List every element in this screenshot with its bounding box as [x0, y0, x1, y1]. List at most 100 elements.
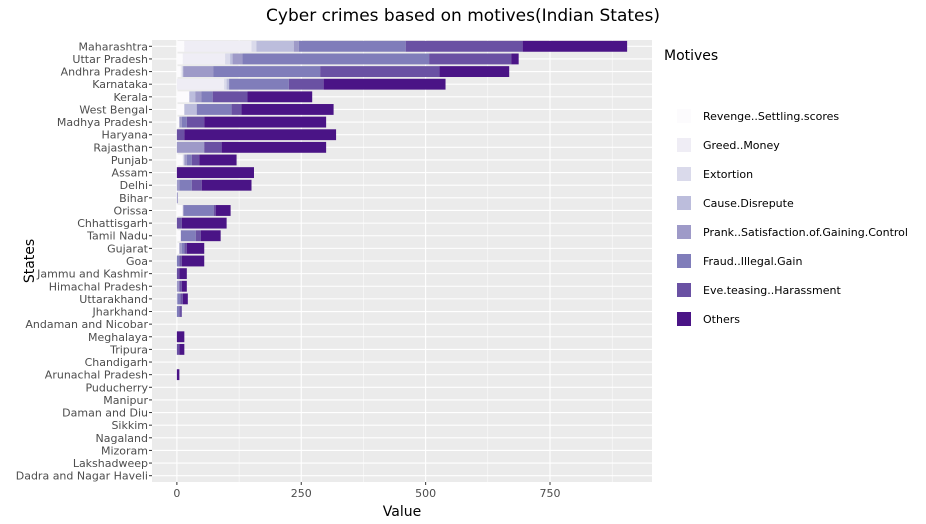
- bar-segment: [227, 79, 229, 90]
- bar-segment: [177, 205, 183, 216]
- bar-segment: [182, 66, 183, 77]
- bar-segment: [182, 117, 187, 128]
- y-tick-label: Daman and Diu: [62, 407, 148, 420]
- y-tick-label: Uttar Pradesh: [72, 53, 148, 66]
- bar-segment: [192, 155, 199, 166]
- bar-segment: [324, 79, 446, 90]
- bar-segment: [229, 79, 289, 90]
- legend-swatch: [677, 138, 691, 152]
- bar-segment: [299, 41, 406, 52]
- x-tick-label: 250: [291, 487, 312, 500]
- bar-segment: [184, 155, 186, 166]
- legend-swatch: [677, 109, 691, 123]
- bar-segment: [180, 293, 182, 304]
- y-tick-label: Karnataka: [92, 78, 148, 91]
- y-tick-label: Delhi: [120, 179, 148, 192]
- y-tick-label: Jammu and Kashmir: [36, 268, 148, 281]
- bar-segment: [177, 230, 181, 241]
- y-tick-label: Punjab: [111, 154, 148, 167]
- bar-segment: [429, 54, 511, 65]
- bar-segment: [182, 256, 204, 267]
- legend-swatch: [677, 196, 691, 210]
- bar-segment: [183, 205, 184, 216]
- legend-label: Others: [703, 313, 740, 326]
- bar-segment: [187, 243, 204, 254]
- bar-segment: [179, 256, 181, 267]
- bar-segment: [232, 104, 242, 115]
- bar-segment: [233, 54, 243, 65]
- legend-label: Fraud..Illegal.Gain: [703, 255, 802, 268]
- x-tick-label: 750: [540, 487, 561, 500]
- bar-segment: [177, 129, 184, 140]
- bar-segment: [511, 54, 518, 65]
- bar-segment: [177, 369, 179, 380]
- bar-segment: [216, 205, 231, 216]
- bar-segment: [177, 180, 179, 191]
- bar-segment: [177, 155, 183, 166]
- bar-segment: [177, 167, 254, 178]
- bar-segment: [184, 243, 186, 254]
- bar-segment: [320, 66, 439, 77]
- legend-label: Eve.teasing..Harassment: [703, 284, 841, 297]
- legend-swatch: [677, 167, 691, 181]
- legend-label: Cause.Disrepute: [703, 197, 794, 210]
- bar-segment: [183, 293, 188, 304]
- bar-segment: [177, 79, 224, 90]
- bar-segment: [187, 155, 192, 166]
- y-tick-label: Rajasthan: [93, 141, 148, 154]
- bar-segment: [177, 66, 181, 77]
- y-tick-label: Chandigarh: [85, 356, 148, 369]
- bar-segment: [182, 218, 227, 229]
- bar-segment: [182, 243, 184, 254]
- bar-segment: [189, 91, 195, 102]
- bar-segment: [183, 155, 184, 166]
- bar-segment: [177, 91, 189, 102]
- bar-segment: [243, 54, 430, 65]
- bar-segment: [222, 142, 326, 153]
- bar-segment: [177, 331, 184, 342]
- bar-segment: [184, 41, 251, 52]
- bar-segment: [213, 91, 248, 102]
- x-tick-label: 0: [173, 487, 180, 500]
- x-axis-label: Value: [383, 504, 421, 520]
- bar-segment: [179, 344, 184, 355]
- bar-segment: [179, 281, 181, 292]
- bar-segment: [406, 41, 523, 52]
- bar-segment: [177, 293, 178, 304]
- bar-segment: [177, 142, 204, 153]
- bar-segment: [184, 205, 214, 216]
- bar-segment: [523, 41, 627, 52]
- y-tick-label: Tamil Nadu: [86, 230, 148, 243]
- y-tick-label: Kerala: [114, 91, 149, 104]
- bar-segment: [224, 79, 226, 90]
- bar-segment: [201, 91, 212, 102]
- bar-segment: [187, 117, 204, 128]
- bar-segment: [177, 268, 179, 279]
- y-tick-label: Dadra and Nagar Haveli: [16, 470, 148, 483]
- y-tick-label: Meghalaya: [88, 331, 148, 344]
- y-tick-label: Assam: [112, 167, 148, 180]
- y-tick-label: Chhattisgarh: [77, 217, 148, 230]
- bar-segment: [289, 79, 324, 90]
- y-tick-label: Himachal Pradesh: [49, 280, 148, 293]
- y-tick-label: Goa: [126, 255, 148, 268]
- bar-segment: [178, 293, 180, 304]
- bar-segment: [179, 117, 181, 128]
- bar-segment: [248, 91, 313, 102]
- y-tick-label: Bihar: [119, 192, 148, 205]
- bar-segment: [440, 66, 510, 77]
- y-tick-label: Nagaland: [96, 432, 148, 445]
- legend-label: Extortion: [703, 168, 753, 181]
- bar-segment: [177, 243, 179, 254]
- bar-segment: [179, 306, 181, 317]
- bar-segment: [214, 205, 216, 216]
- bar-segment: [204, 117, 326, 128]
- y-axis-label: States: [22, 239, 38, 283]
- legend-swatch: [677, 225, 691, 239]
- bar-segment: [179, 180, 191, 191]
- y-tick-label: Sikkim: [111, 419, 148, 432]
- bar-segment: [179, 243, 181, 254]
- bar-segment: [195, 91, 201, 102]
- y-tick-label: Puducherry: [85, 381, 148, 394]
